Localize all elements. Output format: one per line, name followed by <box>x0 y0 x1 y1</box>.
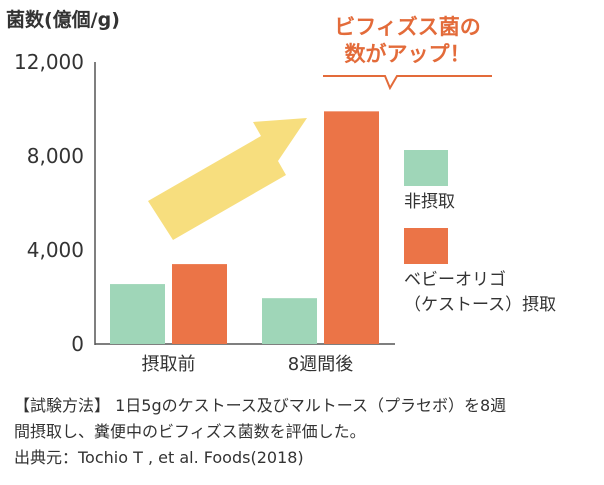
legend-label-treatment-1: ベビーオリゴ <box>404 270 506 290</box>
x-category-label: 摂取前 <box>142 354 196 375</box>
caption-line-2: 間摂取し、糞便中のビフィズス菌数を評価した。 <box>14 422 366 441</box>
x-category-label: 8週間後 <box>288 354 353 375</box>
legend-swatch-control <box>404 150 448 186</box>
callout-line-1: ビフィズス菌の <box>334 15 481 39</box>
legend: 非摂取 ベビーオリゴ （ケストース）摂取 <box>404 150 594 318</box>
bar-treatment-1 <box>324 111 379 344</box>
callout-bubble-shape <box>323 75 492 90</box>
y-tick-label: 8,000 <box>27 144 84 168</box>
bar-chart: 菌数(億個/g) 12,000 8,000 4,000 0 摂取前 8週間後 <box>6 8 395 375</box>
legend-swatch-treatment <box>404 228 448 264</box>
y-tick-label: 0 <box>71 332 84 356</box>
callout-bubble: ビフィズス菌の 数がアップ！ <box>315 8 500 90</box>
up-arrow-icon <box>148 118 307 240</box>
y-axis-label: 菌数(億個/g) <box>6 8 120 31</box>
legend-item-treatment: ベビーオリゴ （ケストース）摂取 <box>404 228 594 318</box>
caption-line-1: 【試験方法】 1日5gのケストース及びマルトース（プラセボ）を8週 <box>14 396 507 415</box>
callout-line-2: 数がアップ！ <box>344 42 471 66</box>
caption-line-3: 出典元：Tochio T , et al. Foods(2018) <box>14 448 304 467</box>
legend-item-control: 非摂取 <box>404 150 594 220</box>
bar-control-0 <box>110 284 165 344</box>
caption: 【試験方法】 1日5gのケストース及びマルトース（プラセボ）を8週 間摂取し、糞… <box>14 393 594 471</box>
bar-control-1 <box>262 298 317 344</box>
legend-label-control: 非摂取 <box>404 192 455 212</box>
y-tick-label: 12,000 <box>14 50 84 74</box>
legend-label-treatment-2: （ケストース）摂取 <box>404 295 557 315</box>
bar-treatment-0 <box>172 264 227 344</box>
y-tick-label: 4,000 <box>27 238 84 262</box>
